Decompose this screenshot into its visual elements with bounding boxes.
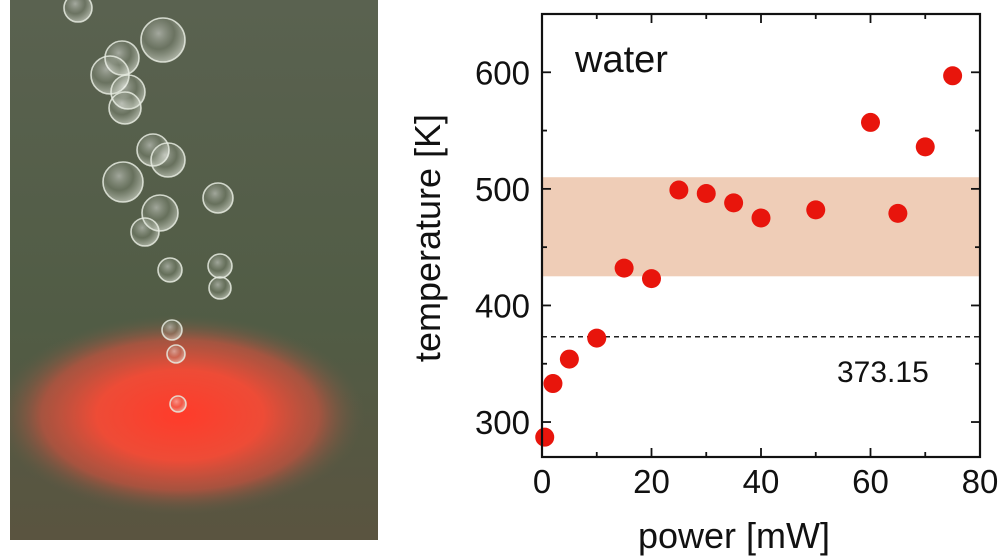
data-point bbox=[724, 193, 744, 213]
data-point bbox=[915, 137, 935, 157]
data-point bbox=[559, 349, 579, 369]
x-axis-label: power [mW] bbox=[638, 515, 830, 556]
x-tick-label: 20 bbox=[633, 463, 670, 500]
data-point bbox=[888, 203, 908, 223]
temperature-chart: 0 20 40 60 80 300 400 500 600 water 373.15 power… bbox=[407, 12, 999, 556]
bubble bbox=[140, 17, 186, 63]
data-point bbox=[943, 66, 963, 86]
data-point bbox=[543, 374, 563, 394]
y-tick-label: 500 bbox=[475, 171, 530, 208]
x-tick-label: 40 bbox=[743, 463, 780, 500]
bubble bbox=[157, 257, 183, 283]
bubble bbox=[63, 0, 93, 23]
reference-line-label: 373.15 bbox=[837, 356, 929, 389]
data-point bbox=[587, 328, 607, 348]
laser-glow bbox=[10, 315, 365, 515]
bubble bbox=[166, 344, 186, 364]
x-tick-label: 0 bbox=[533, 463, 551, 500]
data-point bbox=[751, 208, 771, 228]
data-point bbox=[642, 269, 661, 289]
x-tick-label: 60 bbox=[852, 463, 889, 500]
data-point bbox=[614, 258, 634, 278]
bubble-photo bbox=[10, 0, 378, 540]
bubble bbox=[161, 319, 183, 341]
bubble bbox=[169, 395, 187, 413]
bubble bbox=[202, 182, 234, 214]
data-point bbox=[806, 200, 826, 220]
bubble bbox=[130, 217, 160, 247]
y-tick-label: 400 bbox=[475, 287, 530, 324]
bubble bbox=[108, 91, 142, 125]
x-tick-label: 80 bbox=[962, 463, 999, 500]
bubble bbox=[102, 161, 144, 203]
y-tick-label: 600 bbox=[475, 54, 530, 91]
y-tick-label: 300 bbox=[475, 404, 530, 441]
data-point bbox=[669, 180, 689, 200]
chart-title: water bbox=[574, 39, 668, 81]
data-point bbox=[535, 427, 555, 447]
bubble bbox=[208, 276, 232, 300]
data-point bbox=[861, 112, 880, 132]
bubble bbox=[207, 253, 233, 279]
data-point bbox=[696, 184, 716, 204]
bubbles-group bbox=[63, 0, 234, 413]
bubble bbox=[150, 142, 186, 178]
y-axis-label: temperature [K] bbox=[407, 114, 448, 362]
